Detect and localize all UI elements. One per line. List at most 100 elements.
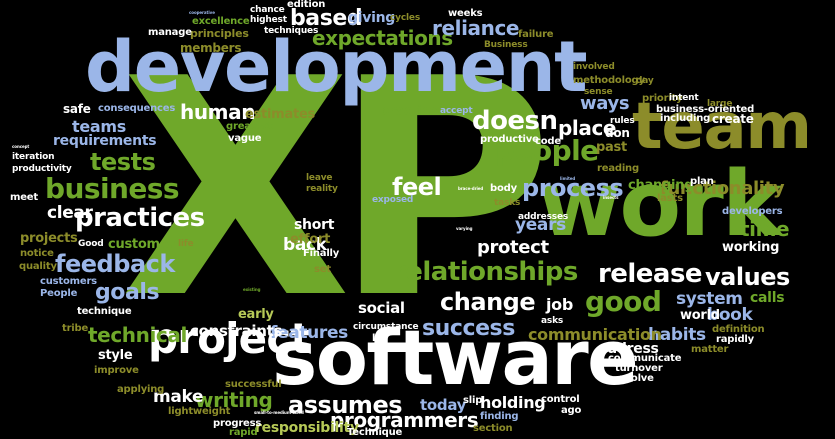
word-improve: improve (94, 365, 139, 376)
word-team: team (632, 90, 812, 164)
word-control: control (541, 394, 580, 405)
word-tasks: tasks (494, 198, 521, 208)
word-features: features (270, 323, 348, 343)
word-highest: highest (250, 15, 287, 25)
word-finally: Finally (303, 248, 340, 259)
word-system: system (676, 289, 743, 309)
word-feel: feel (392, 173, 442, 201)
word-project: project (148, 314, 310, 363)
word-communication: communication (528, 325, 662, 344)
word-based: based (290, 6, 363, 31)
word-technique: technique (77, 306, 132, 317)
word-today: today (420, 396, 467, 414)
word-customer: customer (108, 237, 175, 252)
word-habits: habits (648, 325, 706, 345)
word-business-oriented: business-oriented (656, 104, 755, 115)
word-early: early (238, 307, 274, 322)
word-insects: insects (603, 195, 619, 200)
word-tribe: tribe (62, 323, 89, 334)
word-practice: practice (380, 104, 438, 119)
word-practices: practices (75, 203, 205, 233)
word-goals: goals (95, 280, 160, 305)
word-brace-dried: brace-dried (458, 186, 484, 191)
word-meet: meet (10, 192, 38, 203)
word-back: back (283, 235, 327, 255)
word-rapidly: rapidly (716, 334, 754, 345)
word-life: life (178, 239, 194, 249)
word-day: day (636, 76, 654, 86)
word-calls: calls (750, 290, 785, 306)
word-constraints: constraints (190, 322, 283, 340)
word-giving: giving (348, 10, 396, 26)
word-doesn: doesn (472, 106, 558, 136)
word-exposed: exposed (372, 195, 414, 205)
word-intent: intent (669, 93, 699, 103)
word-sense: sense (584, 87, 613, 97)
word-varying: varying (456, 226, 473, 231)
word-holding: holding (480, 393, 546, 412)
word-definition: definition (712, 324, 765, 335)
word-teams: teams (72, 117, 126, 136)
word-addresses: addresses (518, 212, 569, 222)
word-notice: notice (20, 248, 54, 259)
word-limited: limited (560, 176, 576, 181)
word-slip: slip (463, 395, 483, 406)
word-plan: plan (690, 176, 714, 187)
word-asks: asks (541, 316, 564, 326)
word-protect: protect (477, 237, 549, 258)
word-small-to-medium-sized: small-to-medium-sized (254, 410, 304, 415)
word-rapid: rapid (229, 427, 258, 438)
word-technique: Technique (347, 427, 403, 438)
word-change: change (440, 288, 536, 316)
word-software: software (272, 313, 639, 402)
word-consequences: consequences (98, 103, 176, 114)
word-human: human (180, 100, 256, 124)
word-priority: priority (642, 93, 683, 104)
word-estimates: estimates (245, 107, 315, 122)
word-short: short (294, 217, 335, 233)
word-values: values (705, 263, 790, 291)
word-iteration: iteration (12, 152, 55, 162)
word-principles: principles (190, 27, 249, 40)
word-years: years (515, 215, 566, 235)
word-lightweight: lightweight (168, 406, 231, 417)
word-clear: clear (47, 203, 93, 223)
word-existing: existing (243, 287, 261, 292)
word-rules: rules (610, 116, 635, 126)
word-evolve: evolve (618, 373, 654, 384)
word-weeks: weeks (448, 8, 483, 19)
word-ways: ways (580, 93, 630, 114)
word-assumes: assumes (288, 391, 403, 419)
word-working: working (722, 240, 780, 255)
word-style: style (98, 348, 133, 363)
word-reality: reality (306, 184, 338, 194)
word-concept: concept (12, 144, 30, 149)
word-tests: tests (90, 148, 156, 176)
word-time: time (740, 217, 790, 241)
word-greatest: greatest (226, 121, 273, 132)
word-process: process (522, 174, 624, 202)
word-requirements: requirements (53, 133, 157, 149)
word-business: business (45, 172, 180, 205)
word-book: book (707, 305, 753, 325)
word-create: create (712, 112, 754, 126)
word-address: address (598, 341, 659, 357)
word-finding: finding (480, 411, 519, 422)
word-changing: changing (628, 178, 694, 193)
word-good: Good (78, 239, 104, 249)
word-involved: involved (573, 62, 615, 72)
word-section: section (473, 423, 513, 434)
word-job: job (546, 295, 573, 314)
word-members: members (180, 41, 242, 55)
word-safe: safe (63, 102, 91, 116)
word-excellence: excellence (192, 16, 250, 27)
word-past: past (596, 140, 627, 155)
word-cooperative: cooperative (189, 10, 215, 15)
word-technical: technical (88, 323, 187, 347)
word-make: make (153, 387, 204, 407)
word-manage: manage (148, 27, 192, 38)
word-work: work (538, 152, 782, 257)
word-vague: vague (228, 133, 262, 144)
word-lot: lot (372, 333, 387, 344)
